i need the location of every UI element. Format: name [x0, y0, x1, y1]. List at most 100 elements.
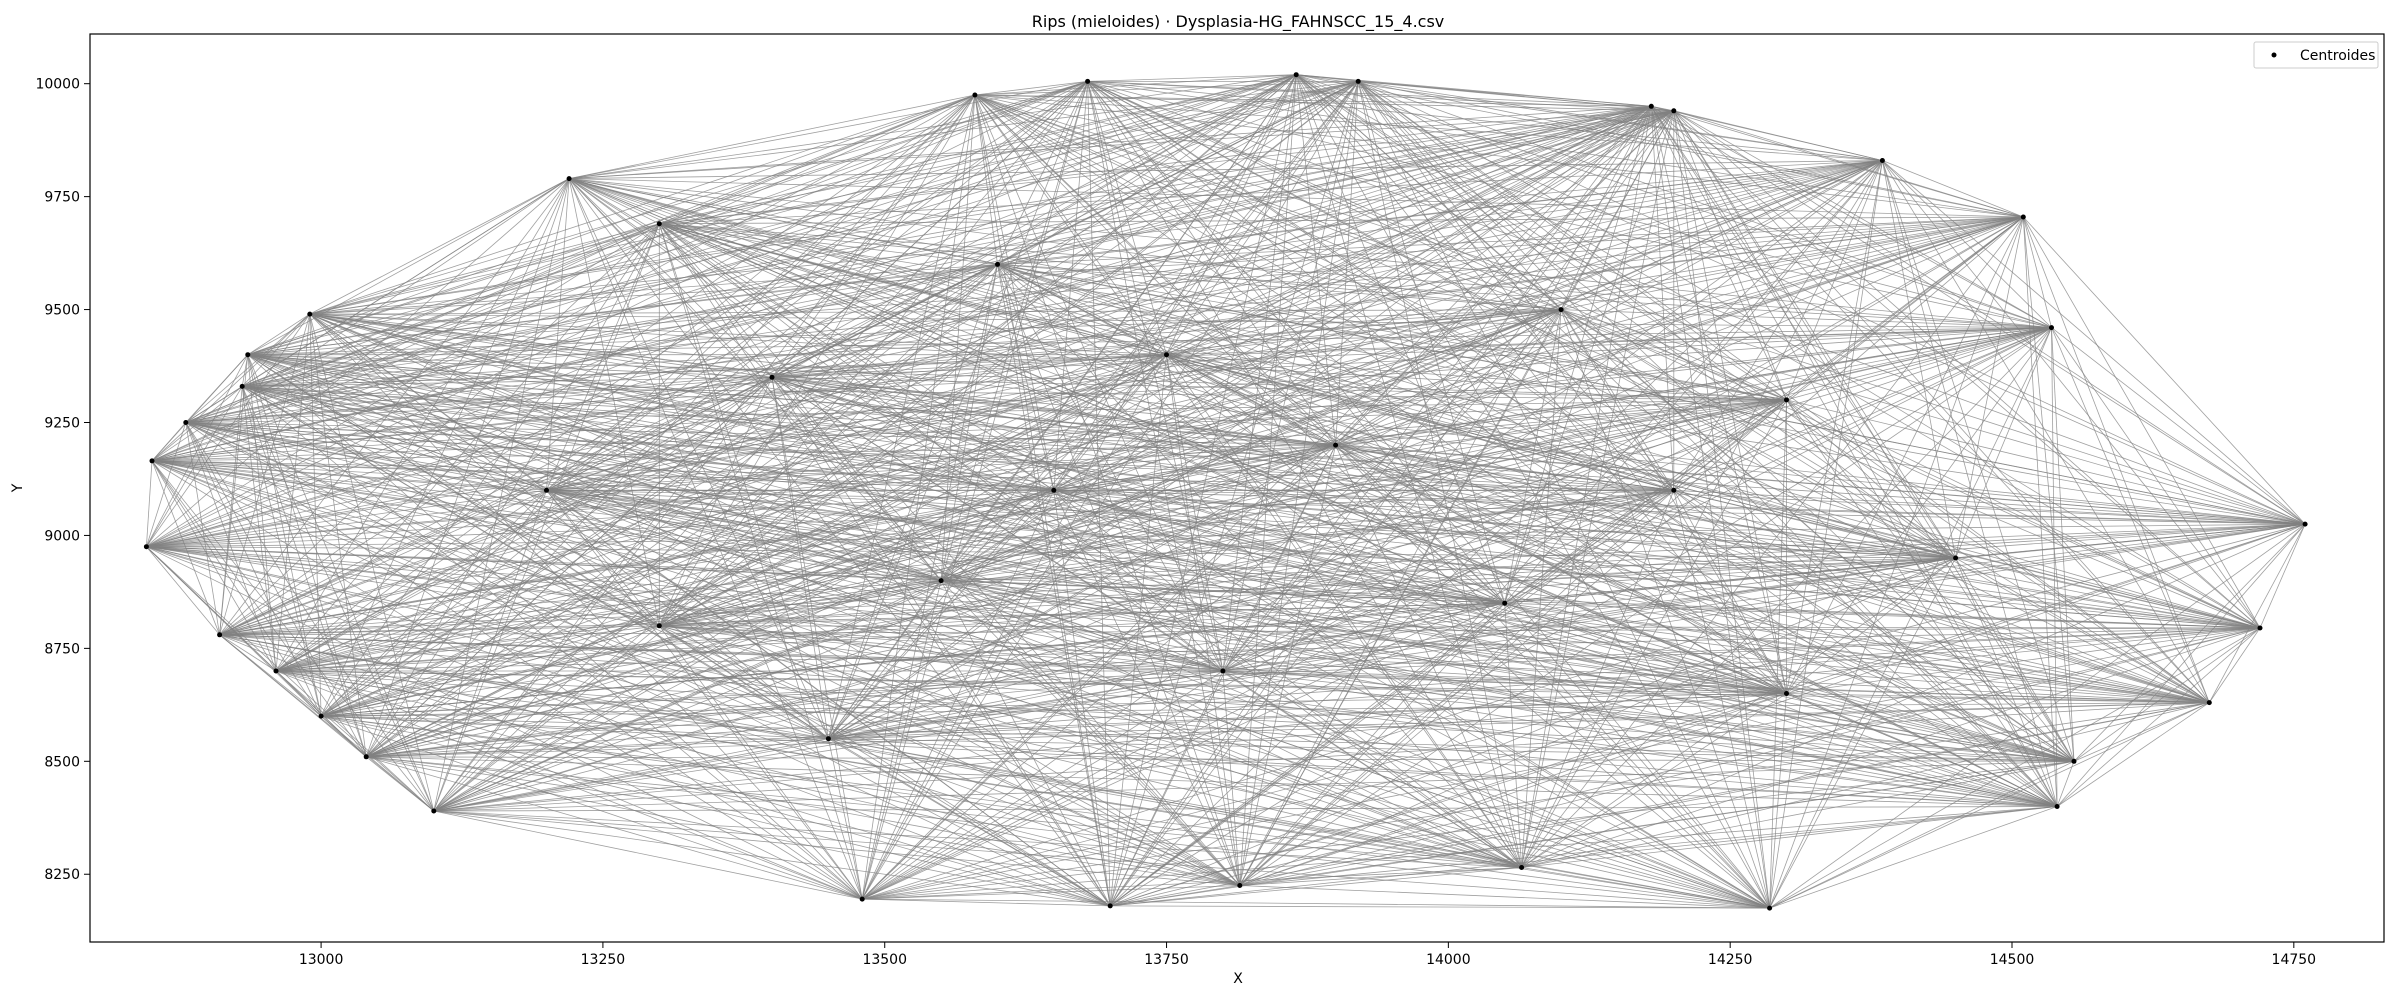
- centroid-points: [143, 72, 2308, 911]
- rips-edge: [1087, 81, 1224, 672]
- y-tick-label: 9250: [44, 415, 80, 431]
- rips-edge: [1560, 309, 1787, 694]
- rips-edge: [1786, 557, 1956, 694]
- rips-edge: [546, 489, 2075, 762]
- rips-edge: [433, 702, 2210, 812]
- rips-edge: [1561, 309, 2052, 328]
- rips-edge: [1560, 309, 1675, 491]
- rips-edge: [1110, 523, 2306, 907]
- rips-edge: [1357, 81, 1562, 310]
- rips-edge: [151, 313, 311, 462]
- rips-edge: [974, 94, 1787, 694]
- rips-edge: [433, 216, 2024, 812]
- centroid-point: [769, 374, 775, 380]
- rips-edge: [185, 422, 277, 672]
- centroid-point: [2049, 325, 2054, 331]
- rips-edge: [1053, 489, 1522, 868]
- rips-edge: [2056, 523, 2306, 807]
- x-tick-label: 13250: [581, 952, 626, 968]
- rips-edge: [151, 460, 863, 900]
- rips-edge: [1166, 354, 1224, 672]
- rips-edge: [1222, 627, 2261, 672]
- rips-edge: [247, 354, 367, 757]
- rips-edge: [309, 313, 1770, 909]
- y-tick-label: 10000: [35, 77, 80, 93]
- centroid-point: [2054, 804, 2060, 809]
- rips-edge: [151, 460, 1223, 672]
- rips-edge: [1560, 309, 2210, 703]
- rips-edge: [309, 216, 2024, 315]
- rips-edge: [659, 223, 1055, 491]
- rips-edge: [2056, 761, 2075, 807]
- rips-edge: [1504, 602, 2075, 762]
- rips-edge: [146, 546, 829, 740]
- centroid-point: [239, 383, 245, 389]
- rips-edge: [771, 376, 1770, 909]
- rips-edge: [151, 399, 1787, 462]
- legend: Centroides: [2253, 41, 2379, 69]
- rips-edge: [828, 81, 1359, 739]
- rips-edge: [1357, 81, 1770, 909]
- rips-edge: [658, 625, 863, 900]
- rips-edge: [997, 160, 1883, 265]
- rips-edge: [146, 546, 2058, 807]
- rips-edge: [219, 376, 773, 636]
- x-tick-label: 13000: [299, 952, 344, 968]
- centroid-point: [566, 176, 572, 182]
- rips-edge: [1358, 81, 1674, 112]
- rips-edge: [242, 110, 1674, 387]
- rips-edge: [1357, 81, 2075, 762]
- rips-edge: [151, 460, 660, 627]
- rips-edge: [219, 105, 1652, 636]
- centroid-point: [656, 221, 662, 227]
- rips-edge: [1239, 693, 1787, 886]
- rips-edge: [659, 625, 1522, 868]
- rips-edge: [1335, 444, 2261, 629]
- rips-edge: [546, 81, 1088, 491]
- rips-edge: [1673, 216, 2024, 491]
- rips-edge: [2208, 627, 2261, 703]
- rips-edge: [247, 354, 863, 900]
- rips-edge: [185, 94, 976, 423]
- rips-edge: [658, 223, 829, 739]
- rips-edge: [997, 264, 1787, 401]
- rips-edge: [242, 386, 660, 627]
- rips-edge: [219, 327, 2052, 636]
- rips-edge: [1673, 110, 2261, 629]
- rips-edge: [997, 74, 1297, 265]
- rips-edge: [151, 376, 773, 462]
- rips-edge: [1053, 74, 1297, 491]
- rips-edge: [309, 313, 863, 900]
- centroid-point: [143, 544, 149, 550]
- centroid-point: [2302, 521, 2308, 527]
- rips-edge: [1955, 216, 2024, 559]
- rips-edge: [1955, 557, 2210, 703]
- rips-edge: [1053, 327, 2052, 491]
- rips-edge: [1222, 670, 2058, 807]
- rips-edge: [940, 105, 1652, 581]
- rips-edge: [1882, 160, 2052, 328]
- rips-edge: [828, 557, 1956, 740]
- rips-edge: [771, 377, 942, 581]
- rips-edge: [1166, 354, 1674, 491]
- rips-edge: [433, 810, 1111, 907]
- rips-edge: [1673, 490, 1787, 694]
- rips-edge: [2022, 216, 2052, 328]
- rips-edge: [940, 110, 1675, 581]
- rips-edge: [1673, 110, 1956, 559]
- rips-edge: [146, 460, 153, 547]
- rips-edge: [1651, 105, 2306, 525]
- y-tick-label: 8750: [44, 641, 80, 657]
- rips-edge: [1882, 160, 1956, 559]
- rips-edge: [185, 422, 1223, 672]
- rips-edge: [862, 627, 2261, 900]
- rips-edge: [659, 625, 1240, 886]
- rips-edge: [242, 386, 2058, 807]
- rips-edge: [659, 625, 2075, 762]
- rips-edge: [771, 376, 1336, 446]
- rips-edge: [1504, 603, 1522, 868]
- x-tick-label: 14250: [1708, 952, 1753, 968]
- rips-edge: [659, 94, 976, 225]
- rips-edge: [569, 178, 2024, 218]
- rips-edge: [1053, 490, 1224, 672]
